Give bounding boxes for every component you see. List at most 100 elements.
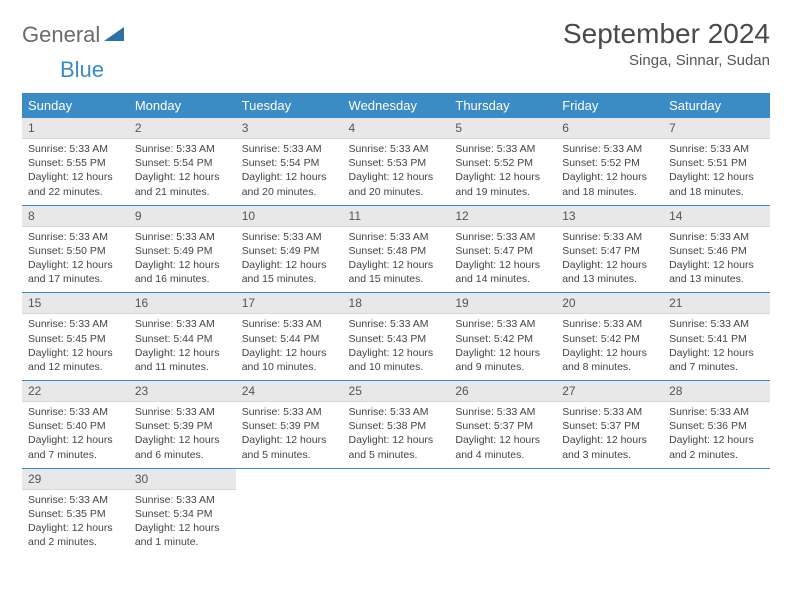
- sunrise-text: Sunrise: 5:33 AM: [28, 405, 123, 419]
- month-title: September 2024: [563, 18, 770, 50]
- logo-triangle-icon: [104, 25, 124, 46]
- daylight-text: Daylight: 12 hours and 7 minutes.: [669, 346, 764, 374]
- day-header: Saturday: [663, 93, 770, 118]
- calendar-cell: 4Sunrise: 5:33 AMSunset: 5:53 PMDaylight…: [343, 118, 450, 205]
- day-number: 22: [22, 381, 129, 402]
- daylight-text: Daylight: 12 hours and 20 minutes.: [242, 170, 337, 198]
- day-content: Sunrise: 5:33 AMSunset: 5:37 PMDaylight:…: [556, 402, 663, 468]
- sunset-text: Sunset: 5:50 PM: [28, 244, 123, 258]
- daylight-text: Daylight: 12 hours and 16 minutes.: [135, 258, 230, 286]
- day-number: 10: [236, 206, 343, 227]
- day-number: 15: [22, 293, 129, 314]
- calendar-cell: 18Sunrise: 5:33 AMSunset: 5:43 PMDayligh…: [343, 293, 450, 381]
- daylight-text: Daylight: 12 hours and 21 minutes.: [135, 170, 230, 198]
- sunrise-text: Sunrise: 5:33 AM: [242, 142, 337, 156]
- day-number: 16: [129, 293, 236, 314]
- day-content: Sunrise: 5:33 AMSunset: 5:36 PMDaylight:…: [663, 402, 770, 468]
- daylight-text: Daylight: 12 hours and 9 minutes.: [455, 346, 550, 374]
- calendar-cell: 1Sunrise: 5:33 AMSunset: 5:55 PMDaylight…: [22, 118, 129, 205]
- daylight-text: Daylight: 12 hours and 17 minutes.: [28, 258, 123, 286]
- daylight-text: Daylight: 12 hours and 5 minutes.: [349, 433, 444, 461]
- sunrise-text: Sunrise: 5:33 AM: [455, 317, 550, 331]
- sunrise-text: Sunrise: 5:33 AM: [562, 142, 657, 156]
- calendar-row: 22Sunrise: 5:33 AMSunset: 5:40 PMDayligh…: [22, 381, 770, 469]
- daylight-text: Daylight: 12 hours and 18 minutes.: [562, 170, 657, 198]
- day-number: 2: [129, 118, 236, 139]
- sunset-text: Sunset: 5:54 PM: [242, 156, 337, 170]
- daylight-text: Daylight: 12 hours and 20 minutes.: [349, 170, 444, 198]
- day-number: 24: [236, 381, 343, 402]
- daylight-text: Daylight: 12 hours and 13 minutes.: [669, 258, 764, 286]
- calendar-cell: 27Sunrise: 5:33 AMSunset: 5:37 PMDayligh…: [556, 381, 663, 469]
- day-number: 19: [449, 293, 556, 314]
- day-header: Wednesday: [343, 93, 450, 118]
- day-content: Sunrise: 5:33 AMSunset: 5:53 PMDaylight:…: [343, 139, 450, 205]
- sunrise-text: Sunrise: 5:33 AM: [135, 230, 230, 244]
- day-content: Sunrise: 5:33 AMSunset: 5:39 PMDaylight:…: [236, 402, 343, 468]
- sunset-text: Sunset: 5:41 PM: [669, 332, 764, 346]
- sunrise-text: Sunrise: 5:33 AM: [135, 493, 230, 507]
- day-content: Sunrise: 5:33 AMSunset: 5:47 PMDaylight:…: [556, 227, 663, 293]
- day-content: Sunrise: 5:33 AMSunset: 5:55 PMDaylight:…: [22, 139, 129, 205]
- sunrise-text: Sunrise: 5:33 AM: [562, 405, 657, 419]
- calendar-cell: 16Sunrise: 5:33 AMSunset: 5:44 PMDayligh…: [129, 293, 236, 381]
- daylight-text: Daylight: 12 hours and 15 minutes.: [349, 258, 444, 286]
- day-header: Monday: [129, 93, 236, 118]
- daylight-text: Daylight: 12 hours and 7 minutes.: [28, 433, 123, 461]
- day-content: Sunrise: 5:33 AMSunset: 5:34 PMDaylight:…: [129, 490, 236, 556]
- sunrise-text: Sunrise: 5:33 AM: [28, 142, 123, 156]
- day-content: Sunrise: 5:33 AMSunset: 5:47 PMDaylight:…: [449, 227, 556, 293]
- daylight-text: Daylight: 12 hours and 2 minutes.: [669, 433, 764, 461]
- day-number: 3: [236, 118, 343, 139]
- sunset-text: Sunset: 5:46 PM: [669, 244, 764, 258]
- day-content: Sunrise: 5:33 AMSunset: 5:41 PMDaylight:…: [663, 314, 770, 380]
- sunset-text: Sunset: 5:40 PM: [28, 419, 123, 433]
- sunrise-text: Sunrise: 5:33 AM: [28, 230, 123, 244]
- sunrise-text: Sunrise: 5:33 AM: [669, 317, 764, 331]
- day-number: 8: [22, 206, 129, 227]
- calendar-cell: 28Sunrise: 5:33 AMSunset: 5:36 PMDayligh…: [663, 381, 770, 469]
- sunrise-text: Sunrise: 5:33 AM: [242, 317, 337, 331]
- day-content: Sunrise: 5:33 AMSunset: 5:52 PMDaylight:…: [449, 139, 556, 205]
- daylight-text: Daylight: 12 hours and 1 minute.: [135, 521, 230, 549]
- sunset-text: Sunset: 5:43 PM: [349, 332, 444, 346]
- sunrise-text: Sunrise: 5:33 AM: [242, 405, 337, 419]
- day-header: Sunday: [22, 93, 129, 118]
- calendar-head: Sunday Monday Tuesday Wednesday Thursday…: [22, 93, 770, 118]
- day-number: 13: [556, 206, 663, 227]
- day-number: 20: [556, 293, 663, 314]
- calendar-cell: 5Sunrise: 5:33 AMSunset: 5:52 PMDaylight…: [449, 118, 556, 205]
- logo: General: [22, 18, 126, 48]
- daylight-text: Daylight: 12 hours and 8 minutes.: [562, 346, 657, 374]
- sunset-text: Sunset: 5:49 PM: [242, 244, 337, 258]
- daylight-text: Daylight: 12 hours and 4 minutes.: [455, 433, 550, 461]
- sunrise-text: Sunrise: 5:33 AM: [455, 405, 550, 419]
- sunset-text: Sunset: 5:54 PM: [135, 156, 230, 170]
- sunrise-text: Sunrise: 5:33 AM: [669, 142, 764, 156]
- day-content: Sunrise: 5:33 AMSunset: 5:42 PMDaylight:…: [556, 314, 663, 380]
- calendar-cell: 15Sunrise: 5:33 AMSunset: 5:45 PMDayligh…: [22, 293, 129, 381]
- day-content: Sunrise: 5:33 AMSunset: 5:49 PMDaylight:…: [129, 227, 236, 293]
- sunrise-text: Sunrise: 5:33 AM: [349, 142, 444, 156]
- daylight-text: Daylight: 12 hours and 10 minutes.: [349, 346, 444, 374]
- sunset-text: Sunset: 5:47 PM: [562, 244, 657, 258]
- sunset-text: Sunset: 5:39 PM: [135, 419, 230, 433]
- day-content: Sunrise: 5:33 AMSunset: 5:44 PMDaylight:…: [236, 314, 343, 380]
- day-number: 6: [556, 118, 663, 139]
- day-content: Sunrise: 5:33 AMSunset: 5:49 PMDaylight:…: [236, 227, 343, 293]
- calendar-cell: 7Sunrise: 5:33 AMSunset: 5:51 PMDaylight…: [663, 118, 770, 205]
- sunrise-text: Sunrise: 5:33 AM: [349, 317, 444, 331]
- sunrise-text: Sunrise: 5:33 AM: [455, 142, 550, 156]
- day-number: 25: [343, 381, 450, 402]
- sunset-text: Sunset: 5:36 PM: [669, 419, 764, 433]
- daylight-text: Daylight: 12 hours and 13 minutes.: [562, 258, 657, 286]
- sunset-text: Sunset: 5:38 PM: [349, 419, 444, 433]
- calendar-row: 15Sunrise: 5:33 AMSunset: 5:45 PMDayligh…: [22, 293, 770, 381]
- sunrise-text: Sunrise: 5:33 AM: [349, 405, 444, 419]
- day-content: Sunrise: 5:33 AMSunset: 5:54 PMDaylight:…: [129, 139, 236, 205]
- day-content: Sunrise: 5:33 AMSunset: 5:44 PMDaylight:…: [129, 314, 236, 380]
- day-number: 5: [449, 118, 556, 139]
- day-number: 23: [129, 381, 236, 402]
- day-number: 4: [343, 118, 450, 139]
- calendar-cell: [556, 468, 663, 555]
